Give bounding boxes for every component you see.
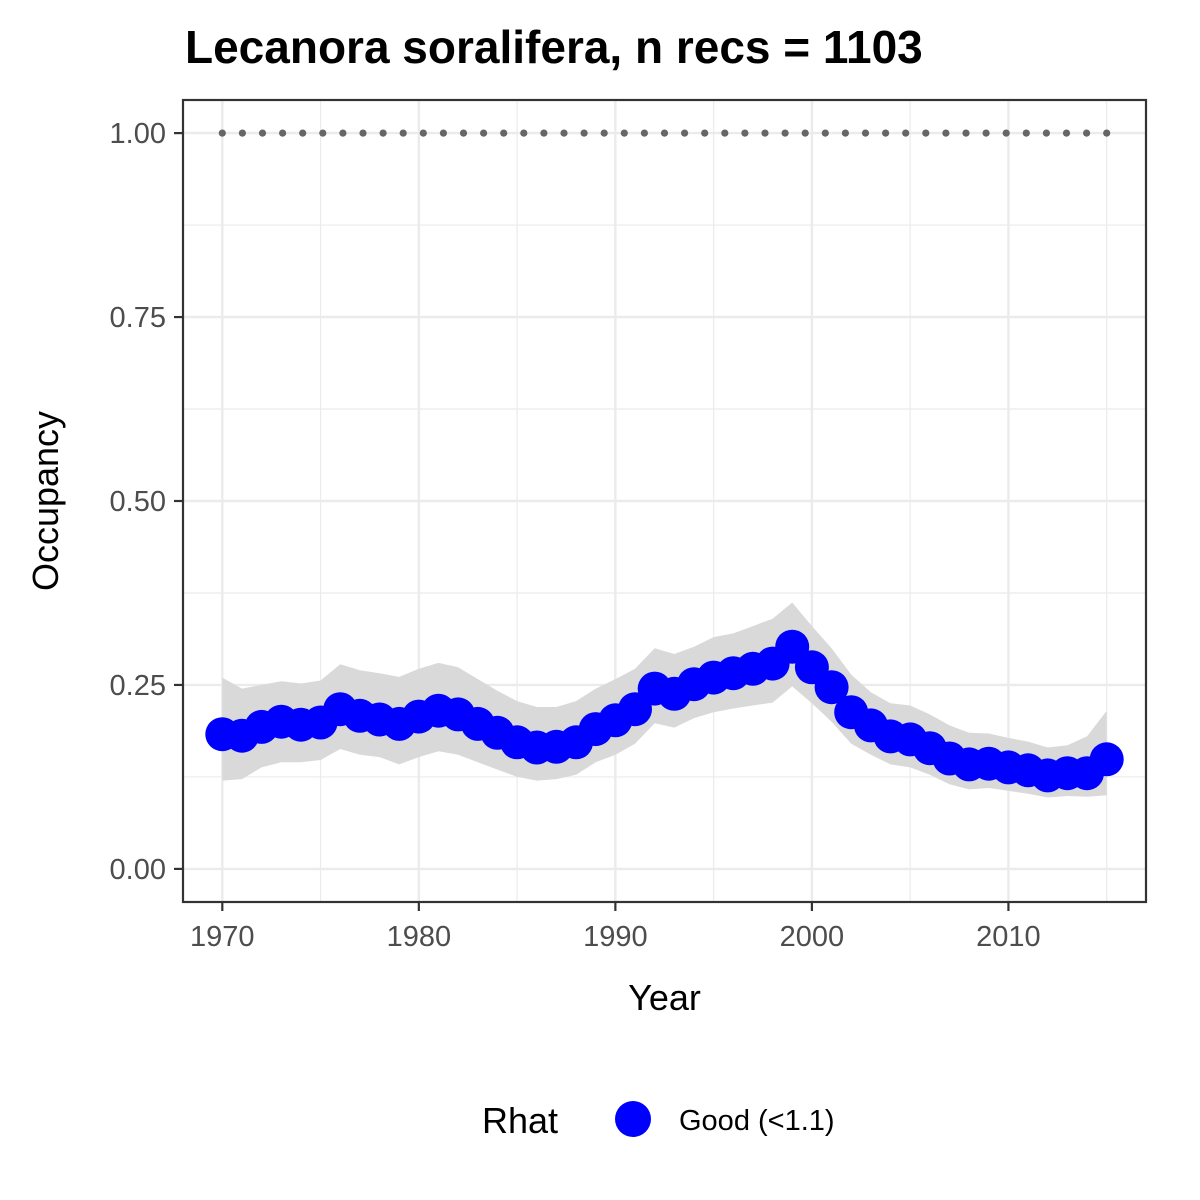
reference-line-dot — [741, 129, 749, 137]
reference-line-dot — [399, 129, 407, 137]
data-point — [1089, 742, 1124, 777]
reference-line-dot — [258, 129, 267, 137]
reference-line-dot — [600, 129, 608, 137]
reference-line-dot — [480, 129, 488, 137]
data-point — [814, 670, 849, 705]
reference-line-dot — [861, 129, 870, 137]
reference-line-dot — [620, 129, 628, 137]
reference-line-dot — [540, 129, 548, 137]
reference-line-dot — [1083, 129, 1091, 137]
reference-line-dot — [982, 129, 990, 137]
reference-line-dot — [922, 129, 930, 137]
x-axis-title: Year — [628, 977, 701, 1018]
reference-line-dot — [500, 129, 508, 137]
reference-line-dot — [882, 129, 890, 137]
reference-line-dot — [781, 129, 789, 137]
y-axis-title: Occupancy — [25, 411, 66, 591]
y-axis: 0.00 0.25 0.50 0.75 1.00 — [110, 118, 183, 886]
reference-line-dot — [660, 129, 669, 137]
reference-line-dot — [279, 129, 287, 137]
reference-line-dot — [701, 129, 709, 137]
y-tick-label: 1.00 — [110, 118, 166, 150]
reference-line-dot — [902, 129, 910, 137]
reference-line-dot — [580, 129, 588, 137]
reference-line-dot — [721, 129, 729, 137]
legend: Rhat Good (<1.1) — [482, 1100, 835, 1141]
reference-line-dot — [299, 129, 307, 137]
reference-line-dot — [560, 129, 568, 137]
legend-title: Rhat — [482, 1100, 558, 1141]
reference-line-dot — [1022, 129, 1030, 137]
x-tick-label: 2010 — [976, 921, 1041, 953]
x-axis: 1970 1980 1990 2000 2010 — [190, 902, 1041, 953]
reference-line-dot — [379, 129, 387, 137]
reference-line-layer — [218, 129, 1111, 137]
reference-line-dot — [761, 129, 769, 137]
x-tick-label: 1990 — [583, 921, 648, 953]
x-tick-label: 2000 — [780, 921, 845, 953]
reference-line-dot — [801, 129, 809, 137]
reference-line-dot — [339, 129, 347, 137]
reference-line-dot — [942, 129, 950, 137]
reference-line-dot — [439, 129, 447, 137]
reference-line-dot — [1103, 129, 1111, 137]
chart-title: Lecanora soralifera, n recs = 1103 — [185, 21, 923, 73]
reference-line-dot — [359, 129, 367, 137]
reference-line-dot — [218, 129, 226, 137]
reference-line-dot — [319, 129, 327, 137]
reference-line-dot — [681, 129, 689, 137]
legend-label: Good (<1.1) — [679, 1105, 835, 1137]
reference-line-dot — [459, 129, 468, 137]
y-tick-label: 0.75 — [110, 302, 166, 334]
reference-line-dot — [1042, 129, 1050, 137]
reference-line-dot — [238, 129, 246, 137]
reference-line-dot — [1002, 129, 1010, 137]
x-tick-label: 1970 — [190, 921, 255, 953]
reference-line-dot — [841, 129, 850, 137]
reference-line-dot — [962, 129, 970, 137]
y-tick-label: 0.50 — [110, 486, 166, 518]
reference-line-dot — [821, 129, 829, 137]
y-tick-label: 0.25 — [110, 670, 166, 702]
x-tick-label: 1980 — [387, 921, 452, 953]
reference-line-dot — [640, 129, 649, 137]
data-points-layer — [205, 629, 1124, 793]
y-tick-label: 0.00 — [110, 854, 166, 886]
reference-line-dot — [1062, 129, 1071, 137]
reference-line-dot — [419, 129, 427, 137]
legend-key-circle — [615, 1101, 651, 1137]
reference-line-dot — [520, 129, 528, 137]
